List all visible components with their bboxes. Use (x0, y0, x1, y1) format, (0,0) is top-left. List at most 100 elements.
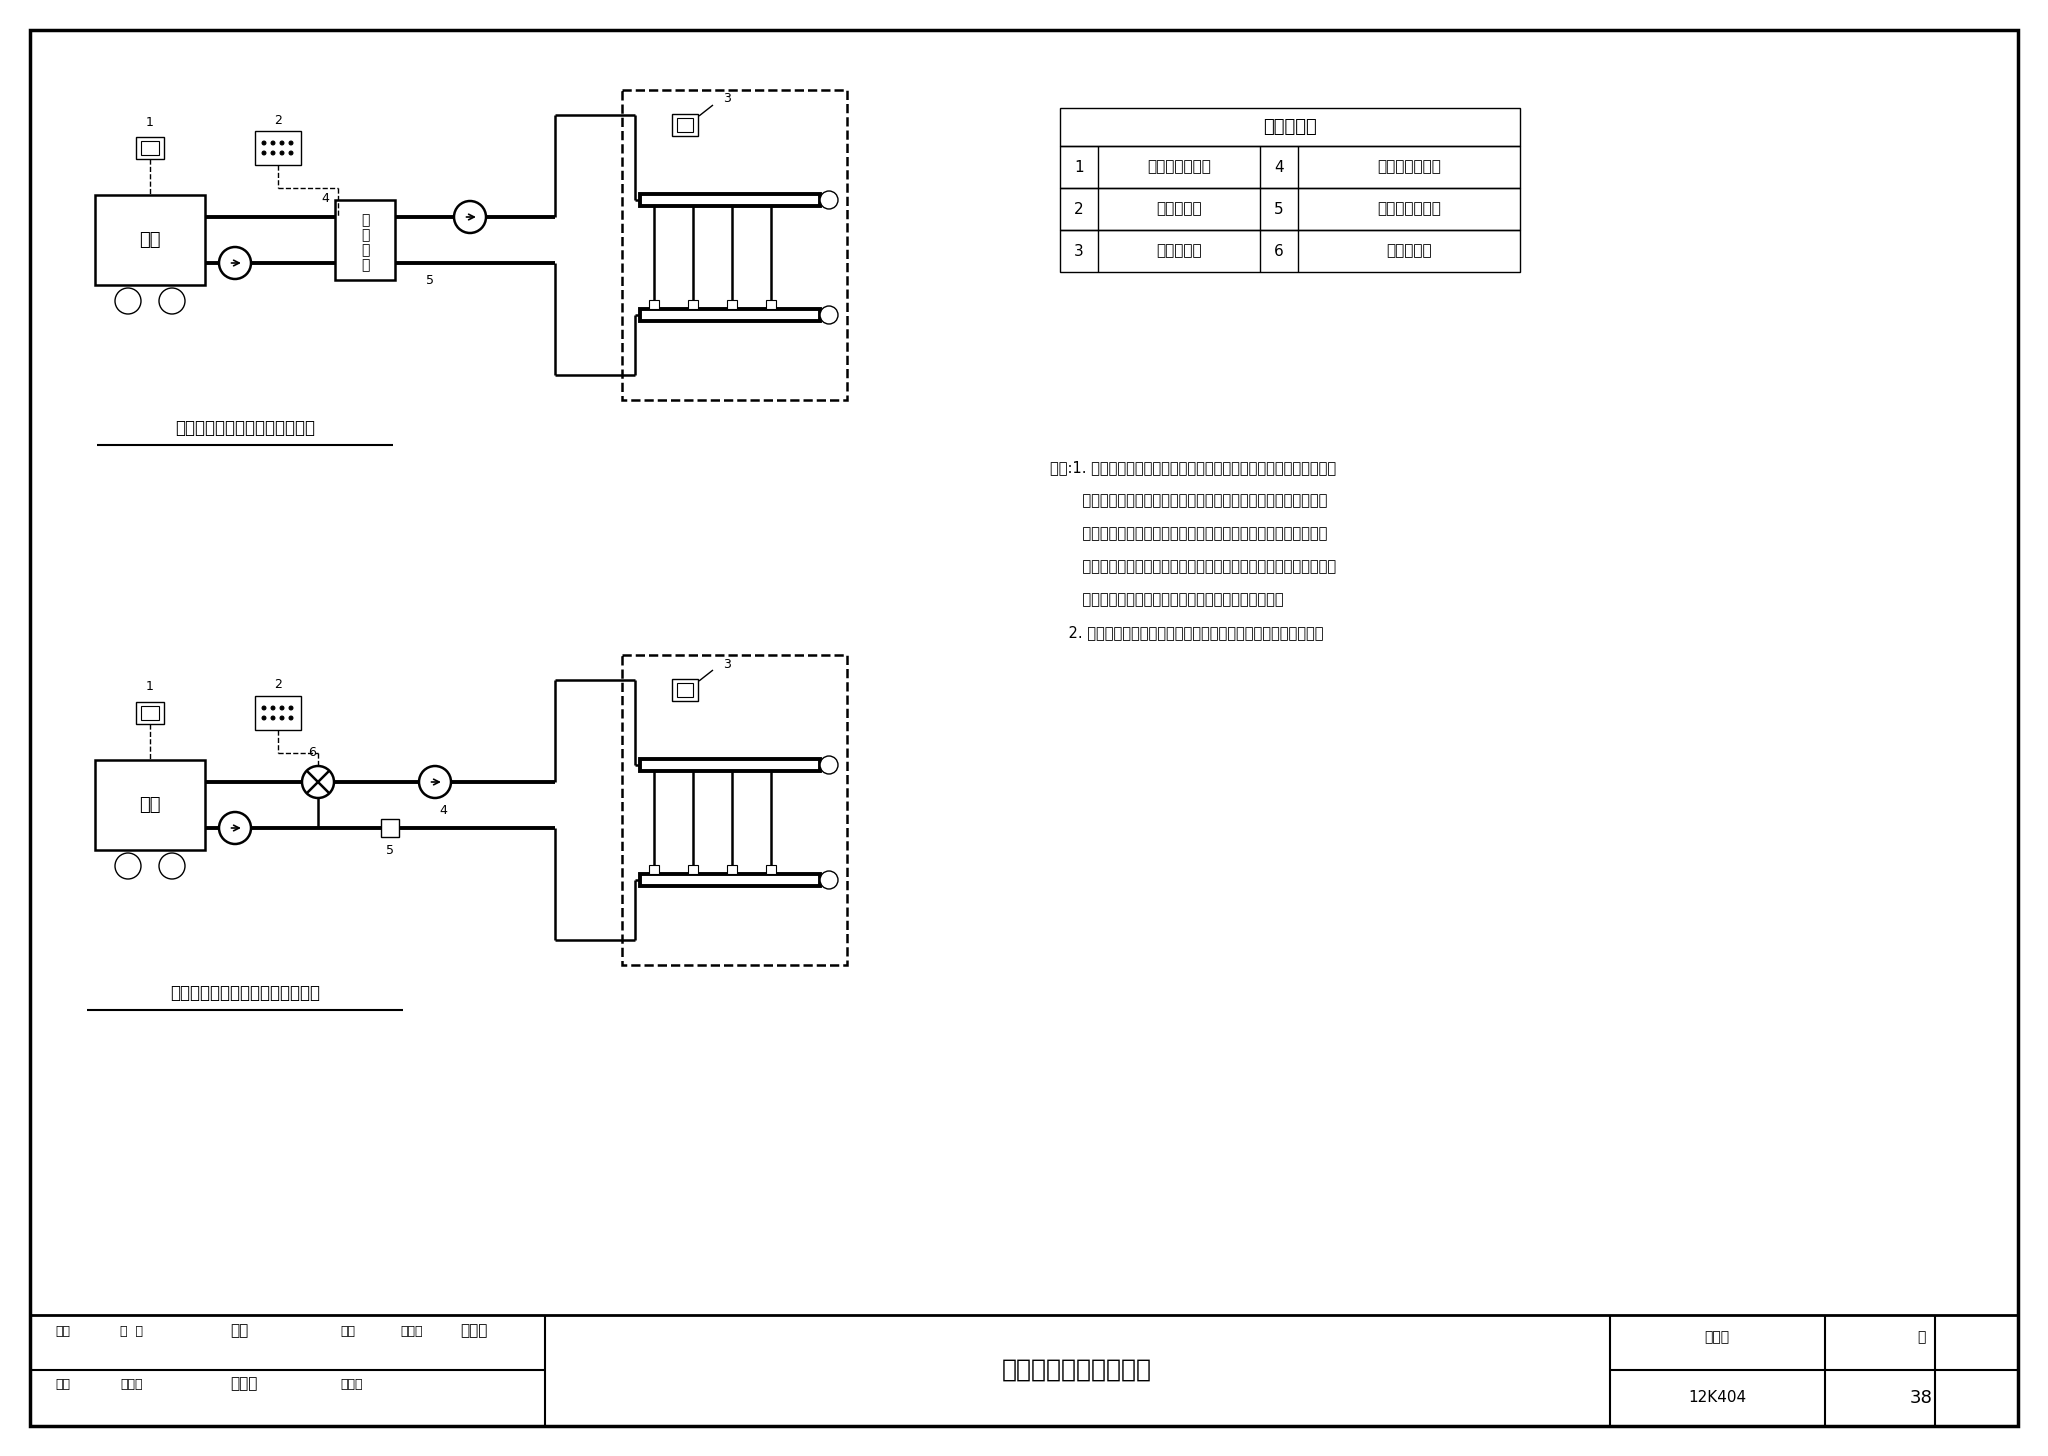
Bar (678, 683, 692, 697)
Bar (639, 309, 819, 320)
Bar (381, 818, 399, 837)
Circle shape (301, 766, 334, 798)
Text: 热: 热 (360, 213, 369, 227)
Text: 带气候补偿的三通混水系统温控图: 带气候补偿的三通混水系统温控图 (170, 984, 319, 1002)
Text: 的不同条件下的工作曲线，与实测的供水温度、室内温度等进行: 的不同条件下的工作曲线，与实测的供水温度、室内温度等进行 (1051, 494, 1327, 508)
Bar (672, 114, 698, 135)
Bar (31, 1315, 2017, 1425)
Circle shape (270, 141, 274, 146)
Text: 设计: 设计 (340, 1325, 354, 1338)
Bar (135, 702, 164, 724)
Circle shape (281, 716, 285, 721)
Text: 供水温度传感器: 供水温度传感器 (1376, 160, 1442, 175)
Text: 比较，求出恰当的供暖供水温度，自动调节一次系统流量或热源: 比较，求出恰当的供暖供水温度，自动调节一次系统流量或热源 (1051, 526, 1327, 542)
Circle shape (289, 151, 293, 154)
Circle shape (289, 716, 293, 721)
Text: 校对: 校对 (55, 1377, 70, 1390)
Circle shape (819, 871, 838, 890)
Text: 5: 5 (426, 275, 434, 287)
Text: 高瓴: 高瓴 (229, 1324, 248, 1338)
Bar (639, 759, 819, 772)
Text: 3: 3 (1073, 243, 1083, 259)
Bar (649, 865, 659, 874)
Text: 4: 4 (438, 804, 446, 817)
Circle shape (270, 151, 274, 154)
Text: 带气候补偿的换热器系统温控图: 带气候补偿的换热器系统温控图 (174, 419, 315, 437)
Bar (672, 678, 698, 700)
Bar (256, 696, 301, 729)
Text: 5: 5 (385, 843, 393, 856)
Text: 邓有源: 邓有源 (461, 1324, 487, 1338)
Bar (336, 199, 395, 280)
Circle shape (455, 201, 485, 233)
Bar (1061, 230, 1520, 272)
Text: 室外温度传感器: 室外温度传感器 (1147, 160, 1210, 175)
Bar (141, 706, 160, 721)
Bar (766, 865, 776, 874)
Text: 高  滨: 高 滨 (121, 1325, 143, 1338)
Circle shape (281, 151, 285, 154)
Bar (1061, 188, 1520, 230)
Circle shape (819, 191, 838, 210)
Text: 邓有源: 邓有源 (399, 1325, 422, 1338)
Text: 2: 2 (274, 114, 283, 127)
Text: 说明:1. 气候补偿器的工作原理是根据室外温度的动态变化和其内部设定: 说明:1. 气候补偿器的工作原理是根据室外温度的动态变化和其内部设定 (1051, 460, 1335, 475)
Circle shape (289, 141, 293, 146)
Text: 出力（如控制燃气壁挂炉燃烧器），来控制二次系统的供水温度，: 出力（如控制燃气壁挂炉燃烧器），来控制二次系统的供水温度， (1051, 559, 1335, 574)
Bar (141, 141, 160, 154)
Circle shape (819, 306, 838, 325)
Bar (623, 90, 848, 400)
Bar (688, 865, 698, 874)
Text: 3: 3 (723, 658, 731, 671)
Text: 4: 4 (322, 192, 330, 205)
Circle shape (420, 766, 451, 798)
Text: 2: 2 (1075, 201, 1083, 217)
Circle shape (281, 141, 285, 146)
Bar (639, 874, 819, 887)
Circle shape (262, 716, 266, 721)
Bar (94, 195, 205, 285)
Circle shape (219, 812, 252, 844)
Text: 室内温控器: 室内温控器 (1157, 243, 1202, 259)
Text: 1: 1 (145, 115, 154, 128)
Text: 交: 交 (360, 229, 369, 242)
Text: 器: 器 (360, 258, 369, 272)
Circle shape (270, 716, 274, 721)
Circle shape (262, 141, 266, 146)
Text: 4: 4 (1274, 160, 1284, 175)
Text: 5: 5 (1274, 201, 1284, 217)
Circle shape (281, 706, 285, 711)
Bar (678, 118, 692, 132)
Text: 气候补偿器: 气候补偿器 (1157, 201, 1202, 217)
Text: 锅炉: 锅炉 (139, 796, 160, 814)
Text: 回水温度传感器: 回水温度传感器 (1376, 201, 1442, 217)
Circle shape (289, 706, 293, 711)
Text: 审核: 审核 (55, 1325, 70, 1338)
Text: 1: 1 (145, 680, 154, 693)
Text: 6: 6 (1274, 243, 1284, 259)
Text: 2: 2 (274, 678, 283, 692)
Text: 38: 38 (1909, 1389, 1933, 1406)
Bar (727, 300, 737, 309)
Text: 任兆成: 任兆成 (121, 1377, 143, 1390)
Text: 任兆成: 任兆成 (229, 1376, 258, 1390)
Text: 3: 3 (723, 93, 731, 105)
Circle shape (219, 248, 252, 280)
Text: 12K404: 12K404 (1688, 1390, 1747, 1405)
Bar (1061, 146, 1520, 188)
Text: 满足用户用热负荷要求，保持室内温度稳定、舒适。: 满足用户用热负荷要求，保持室内温度稳定、舒适。 (1051, 593, 1284, 607)
Circle shape (262, 151, 266, 154)
Circle shape (262, 706, 266, 711)
Text: 1: 1 (1075, 160, 1083, 175)
Bar (1061, 108, 1520, 146)
Circle shape (270, 706, 274, 711)
Bar (649, 300, 659, 309)
Bar (727, 865, 737, 874)
Circle shape (819, 756, 838, 775)
Bar (688, 300, 698, 309)
Bar (766, 300, 776, 309)
Bar (94, 760, 205, 850)
Text: 主要设备表: 主要设备表 (1264, 118, 1317, 135)
Bar (639, 194, 819, 205)
Bar (623, 655, 848, 965)
